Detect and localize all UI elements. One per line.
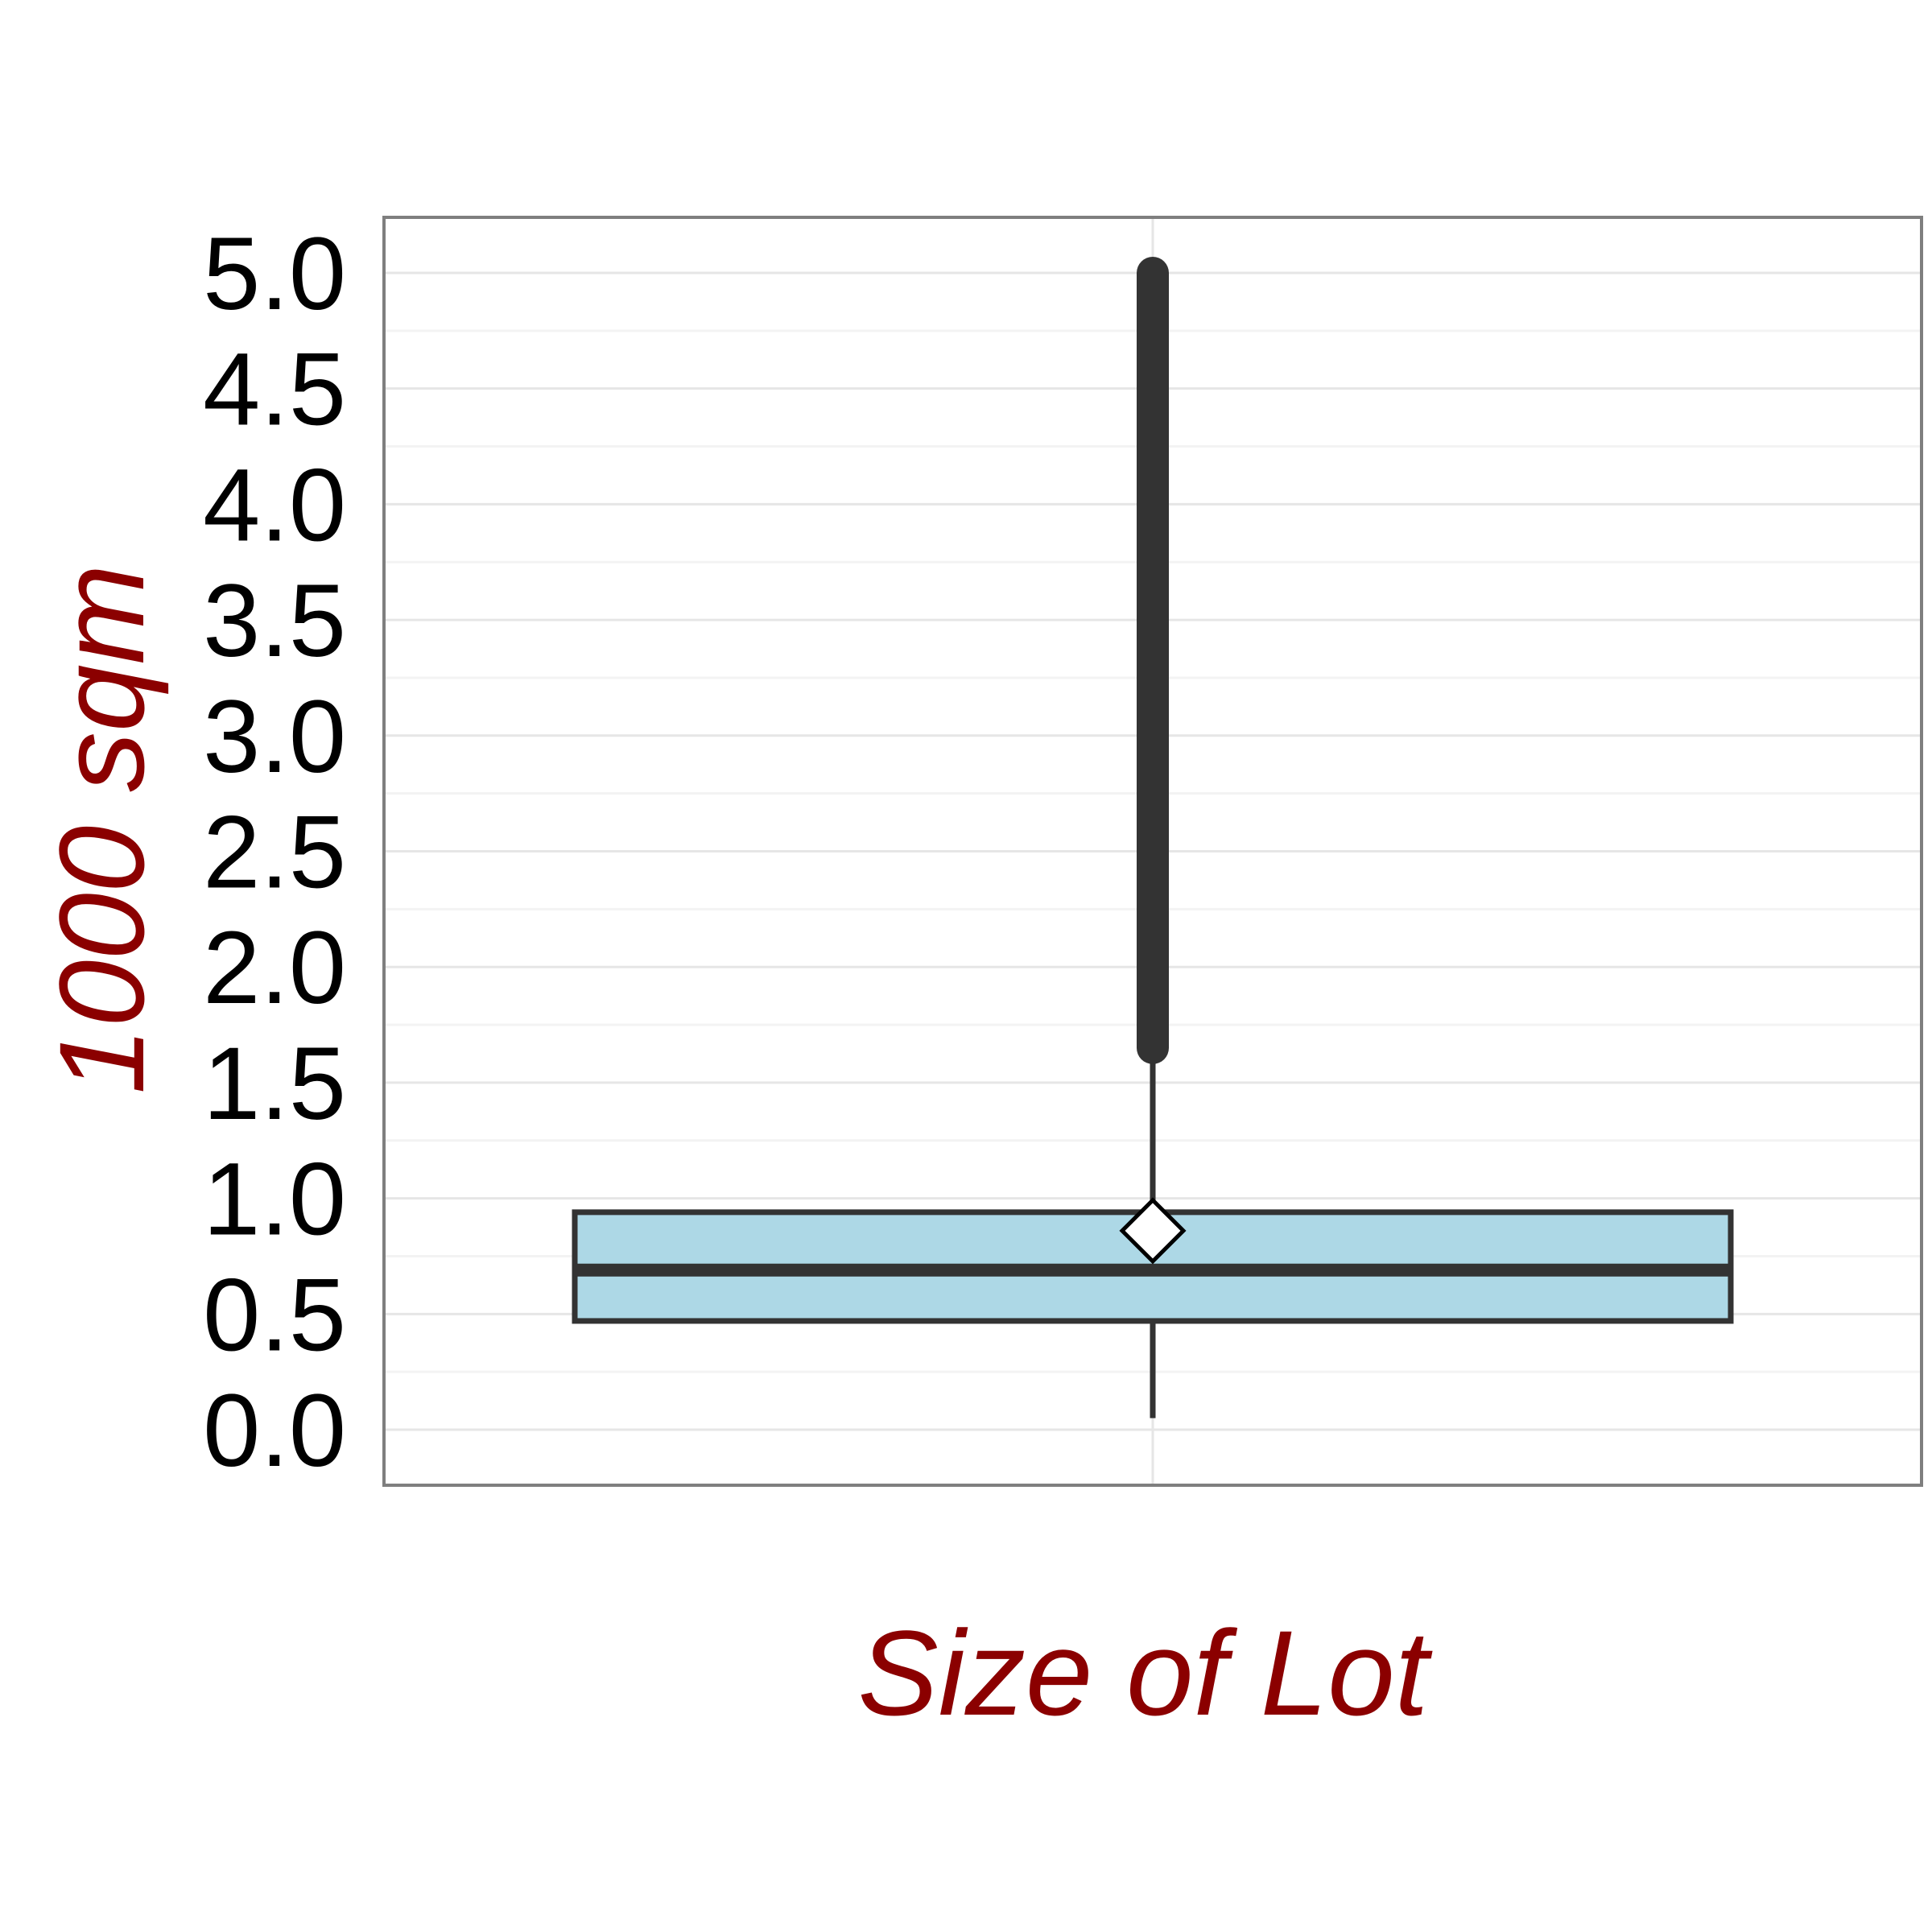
y-tick-labels: 0.00.51.01.52.02.53.03.54.04.55.0 (203, 217, 346, 1488)
panel-border (382, 216, 1923, 1487)
y-tick-label: 4.5 (203, 332, 346, 448)
y-tick-label: 3.0 (203, 679, 346, 795)
y-tick-label: 2.0 (203, 910, 346, 1026)
y-tick-label: 1.5 (203, 1026, 346, 1141)
y-axis-title: 1000 sqm (34, 564, 169, 1095)
y-tick-label: 5.0 (203, 217, 346, 332)
y-tick-label: 2.5 (203, 795, 346, 910)
y-tick-label: 3.5 (203, 564, 346, 679)
y-tick-label: 4.0 (203, 448, 346, 563)
x-axis-title: Size of Lot (858, 1605, 1433, 1740)
y-tick-label: 0.5 (203, 1257, 346, 1373)
mean-diamond-marker (1119, 1197, 1187, 1265)
y-tick-label: 1.0 (203, 1142, 346, 1257)
y-tick-label: 0.0 (203, 1373, 346, 1488)
box-layer (572, 256, 1734, 1418)
